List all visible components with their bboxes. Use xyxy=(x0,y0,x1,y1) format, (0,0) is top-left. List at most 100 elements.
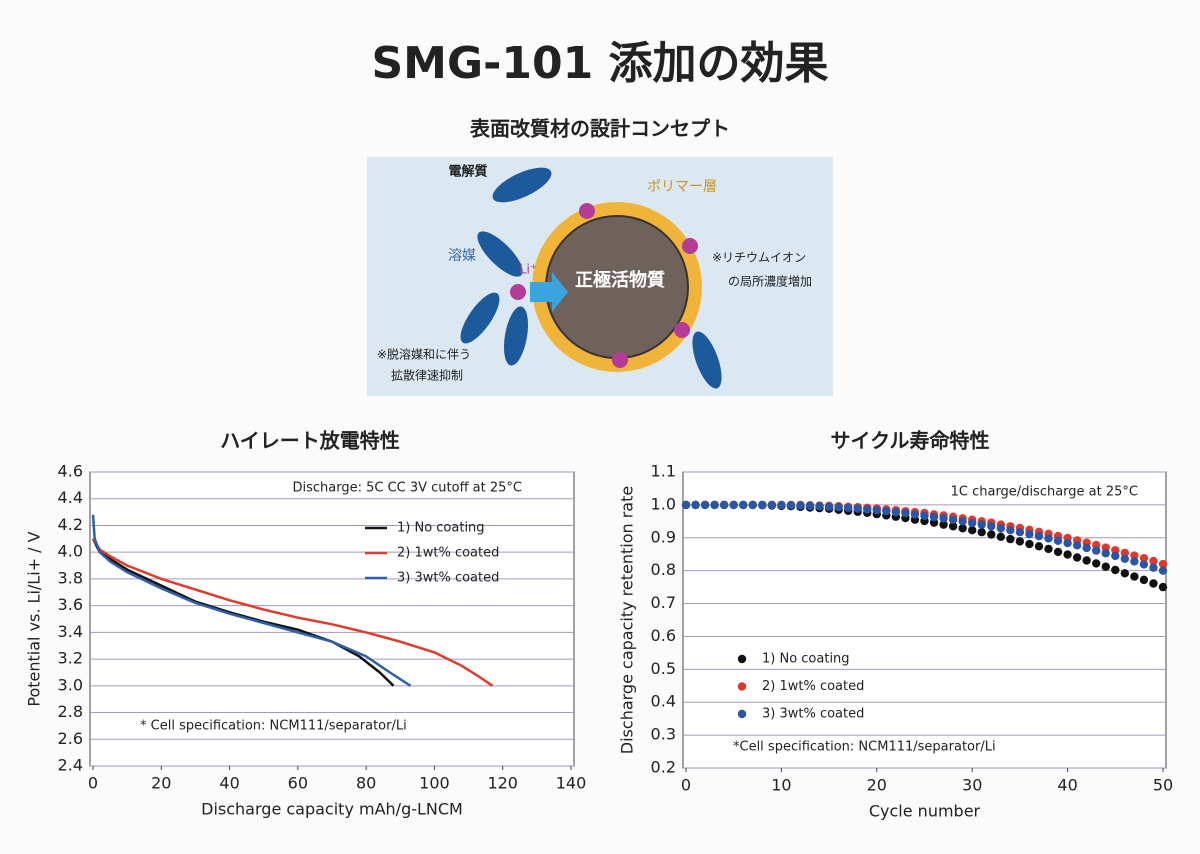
data-point xyxy=(1149,579,1158,588)
molecule xyxy=(477,231,523,277)
chart-title: ハイレート放電特性 xyxy=(220,429,400,453)
y-tick-label: 2.6 xyxy=(58,729,83,748)
legend-label: 1) No coating xyxy=(397,521,485,536)
data-point xyxy=(1072,541,1082,550)
x-axis-label: Discharge capacity mAh/g-LNCM xyxy=(201,800,463,819)
data-point xyxy=(1158,566,1168,575)
data-point xyxy=(863,505,872,514)
y-tick-label: 2.4 xyxy=(58,756,83,775)
data-point xyxy=(1092,559,1101,568)
x-tick-label: 0 xyxy=(681,776,691,795)
x-tick-label: 50 xyxy=(1153,776,1173,795)
page-title: SMG-101 添加の効果 xyxy=(371,38,828,89)
data-point xyxy=(1149,556,1158,566)
data-point xyxy=(1130,551,1139,560)
data-point xyxy=(1130,557,1139,566)
data-point xyxy=(920,511,929,520)
y-tick-label: 4.2 xyxy=(58,515,83,534)
data-point xyxy=(824,502,834,512)
li-ion xyxy=(682,238,698,254)
data-point xyxy=(1130,572,1139,581)
data-point xyxy=(891,507,901,517)
data-point xyxy=(853,504,862,513)
y-tick-label: 3.2 xyxy=(58,649,83,668)
chart-title: サイクル寿命特性 xyxy=(831,429,990,453)
data-point xyxy=(987,530,996,539)
li-ion xyxy=(674,322,690,338)
y-tick-label: 0.5 xyxy=(651,659,676,678)
molecule xyxy=(492,167,552,203)
data-point xyxy=(834,502,843,512)
x-tick-label: 30 xyxy=(962,776,982,795)
x-tick-label: 40 xyxy=(1057,776,1077,795)
data-point xyxy=(700,500,710,510)
data-point xyxy=(948,522,958,531)
data-point xyxy=(948,515,958,524)
legend-marker xyxy=(737,709,747,719)
molecule xyxy=(503,306,529,366)
x-tick-label: 20 xyxy=(867,776,887,795)
data-point xyxy=(1053,536,1063,545)
data-point xyxy=(691,500,700,510)
data-point xyxy=(1034,531,1044,541)
data-point xyxy=(1025,529,1034,539)
annotation: Discharge: 5C CC 3V cutoff at 25°C xyxy=(292,481,522,496)
legend-label: 3) 3wt% coated xyxy=(397,571,499,586)
page-subtitle: 表面改質材の設計コンセプト xyxy=(469,117,730,141)
data-point xyxy=(1139,553,1149,563)
footnote: *Cell specification: NCM111/separator/Li xyxy=(733,740,996,755)
y-tick-label: 0.6 xyxy=(651,626,676,645)
y-tick-label: 0.9 xyxy=(651,527,676,546)
arrow xyxy=(530,272,568,312)
y-tick-label: 1.0 xyxy=(651,494,676,513)
data-line xyxy=(91,538,395,687)
data-point xyxy=(710,500,719,510)
x-tick-label: 120 xyxy=(487,774,518,793)
x-tick-label: 80 xyxy=(356,774,376,793)
y-tick-label: 0.3 xyxy=(651,725,676,744)
y-axis-label: Potential vs. Li/Li+ / V xyxy=(25,531,44,706)
label: 正極活物質 xyxy=(575,269,665,291)
data-point xyxy=(796,501,805,510)
x-tick-label: 100 xyxy=(419,774,450,793)
data-point xyxy=(1139,575,1149,585)
data-point xyxy=(939,520,948,529)
legend-label: 2) 1wt% coated xyxy=(762,679,864,694)
x-tick-label: 0 xyxy=(88,774,98,793)
data-point xyxy=(1082,556,1091,565)
y-tick-label: 0.7 xyxy=(651,593,676,612)
data-point xyxy=(815,502,824,511)
y-tick-label: 3.8 xyxy=(58,568,83,587)
footnote: * Cell specification: NCM111/separator/L… xyxy=(140,719,407,734)
y-tick-label: 2.8 xyxy=(58,702,83,721)
data-point xyxy=(1120,548,1130,558)
data-point xyxy=(910,510,920,519)
data-point xyxy=(1139,560,1149,569)
data-point xyxy=(758,500,767,510)
data-point xyxy=(1072,553,1082,562)
label: 電解質 xyxy=(448,164,487,180)
concept-diagram: 電解質 ポリマー層 溶媒 Li⁺ 正極活物質 ※リチウムイオン の局所濃度増加 … xyxy=(367,157,833,396)
data-point xyxy=(729,500,738,510)
data-point xyxy=(1044,544,1053,554)
y-tick-label: 3.4 xyxy=(58,622,83,641)
data-point xyxy=(1006,526,1015,535)
legend-label: 1) No coating xyxy=(762,652,850,667)
data-point xyxy=(882,506,891,516)
y-tick-label: 0.8 xyxy=(651,560,676,579)
data-point xyxy=(1149,563,1158,572)
li-ion xyxy=(579,203,595,219)
label: Li⁺ xyxy=(519,263,537,278)
data-point xyxy=(977,527,986,537)
data-line xyxy=(91,538,494,687)
note: ※リチウムイオン xyxy=(712,251,806,265)
annotation: 1C charge/discharge at 25°C xyxy=(951,485,1138,500)
data-point xyxy=(872,505,881,515)
x-tick-label: 10 xyxy=(771,776,791,795)
data-point xyxy=(748,500,757,510)
note: の局所濃度増加 xyxy=(728,275,812,289)
data-point xyxy=(968,518,977,528)
label: 溶媒 xyxy=(448,248,476,264)
data-point xyxy=(1063,550,1072,559)
